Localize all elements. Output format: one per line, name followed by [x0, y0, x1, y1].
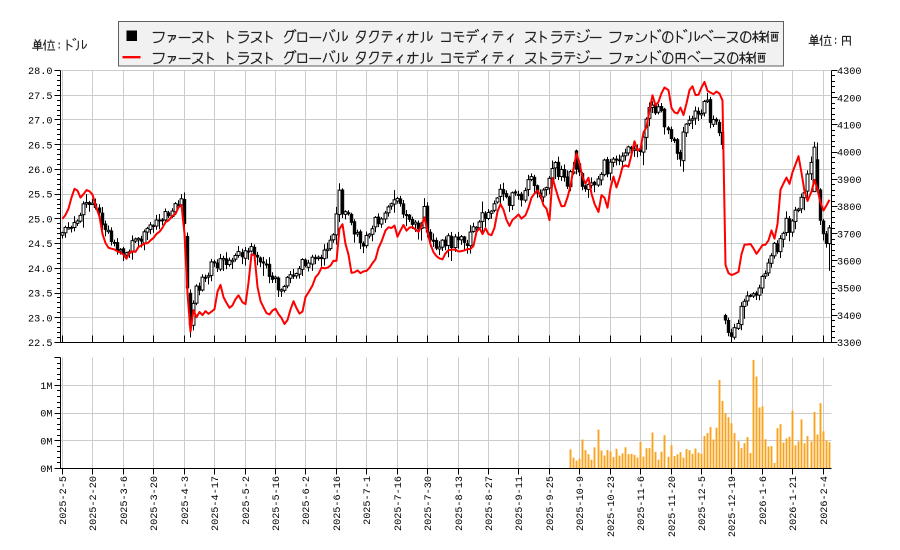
- svg-text:4100: 4100: [837, 122, 861, 133]
- svg-text:25.5: 25.5: [28, 191, 52, 202]
- svg-text:2025-6-2: 2025-6-2: [302, 476, 313, 525]
- svg-text:2025-7-30: 2025-7-30: [424, 476, 435, 531]
- svg-text:3500: 3500: [837, 285, 861, 296]
- svg-text:0M: 0M: [40, 465, 52, 476]
- svg-text:2025-3-6: 2025-3-6: [120, 476, 131, 525]
- svg-text:2025-8-27: 2025-8-27: [485, 476, 496, 531]
- svg-text:0M: 0M: [40, 410, 52, 421]
- svg-text:2025-11-20: 2025-11-20: [668, 476, 679, 537]
- svg-text:2025-7-1: 2025-7-1: [363, 476, 374, 525]
- svg-text:23.5: 23.5: [28, 290, 52, 301]
- svg-text:1M: 1M: [40, 382, 52, 393]
- svg-text:2025-10-9: 2025-10-9: [576, 476, 587, 531]
- svg-text:2025-12-5: 2025-12-5: [698, 476, 709, 531]
- svg-text:2025-4-3: 2025-4-3: [181, 476, 192, 525]
- svg-text:2025-10-23: 2025-10-23: [607, 476, 618, 537]
- svg-text:2025-12-19: 2025-12-19: [728, 476, 739, 537]
- svg-text:2025-7-16: 2025-7-16: [394, 476, 405, 531]
- svg-text:22.5: 22.5: [28, 339, 52, 350]
- svg-text:2026-1-21: 2026-1-21: [789, 476, 800, 531]
- svg-text:3900: 3900: [837, 176, 861, 187]
- svg-text:2026-2-4: 2026-2-4: [820, 476, 831, 525]
- svg-text:3800: 3800: [837, 203, 861, 214]
- svg-text:0M: 0M: [40, 437, 52, 448]
- svg-text:2025-9-11: 2025-9-11: [515, 476, 526, 531]
- svg-text:24.0: 24.0: [28, 265, 52, 276]
- svg-text:2025-5-16: 2025-5-16: [272, 476, 283, 531]
- svg-text:2025-9-25: 2025-9-25: [546, 476, 557, 531]
- svg-text:2025-2-5: 2025-2-5: [59, 476, 70, 525]
- svg-text:2025-5-2: 2025-5-2: [242, 476, 253, 525]
- svg-text:2025-8-13: 2025-8-13: [455, 476, 466, 531]
- svg-text:3300: 3300: [837, 339, 861, 350]
- svg-text:2025-2-20: 2025-2-20: [89, 476, 100, 531]
- svg-text:3700: 3700: [837, 230, 861, 241]
- svg-text:3400: 3400: [837, 312, 861, 323]
- svg-text:27.0: 27.0: [28, 117, 52, 128]
- svg-text:26.5: 26.5: [28, 141, 52, 152]
- svg-text:2025-3-20: 2025-3-20: [150, 476, 161, 531]
- svg-text:23.0: 23.0: [28, 314, 52, 325]
- svg-text:4000: 4000: [837, 149, 861, 160]
- svg-text:2026-1-6: 2026-1-6: [759, 476, 770, 525]
- svg-text:3600: 3600: [837, 258, 861, 269]
- svg-text:4200: 4200: [837, 94, 861, 105]
- svg-text:2025-6-16: 2025-6-16: [333, 476, 344, 531]
- svg-text:27.5: 27.5: [28, 92, 52, 103]
- svg-text:2025-4-17: 2025-4-17: [211, 476, 222, 531]
- svg-text:28.0: 28.0: [28, 67, 52, 78]
- svg-text:4300: 4300: [837, 67, 861, 78]
- svg-text:25.0: 25.0: [28, 215, 52, 226]
- svg-text:26.0: 26.0: [28, 166, 52, 177]
- svg-text:24.5: 24.5: [28, 240, 52, 251]
- svg-text:2025-11-6: 2025-11-6: [637, 476, 648, 531]
